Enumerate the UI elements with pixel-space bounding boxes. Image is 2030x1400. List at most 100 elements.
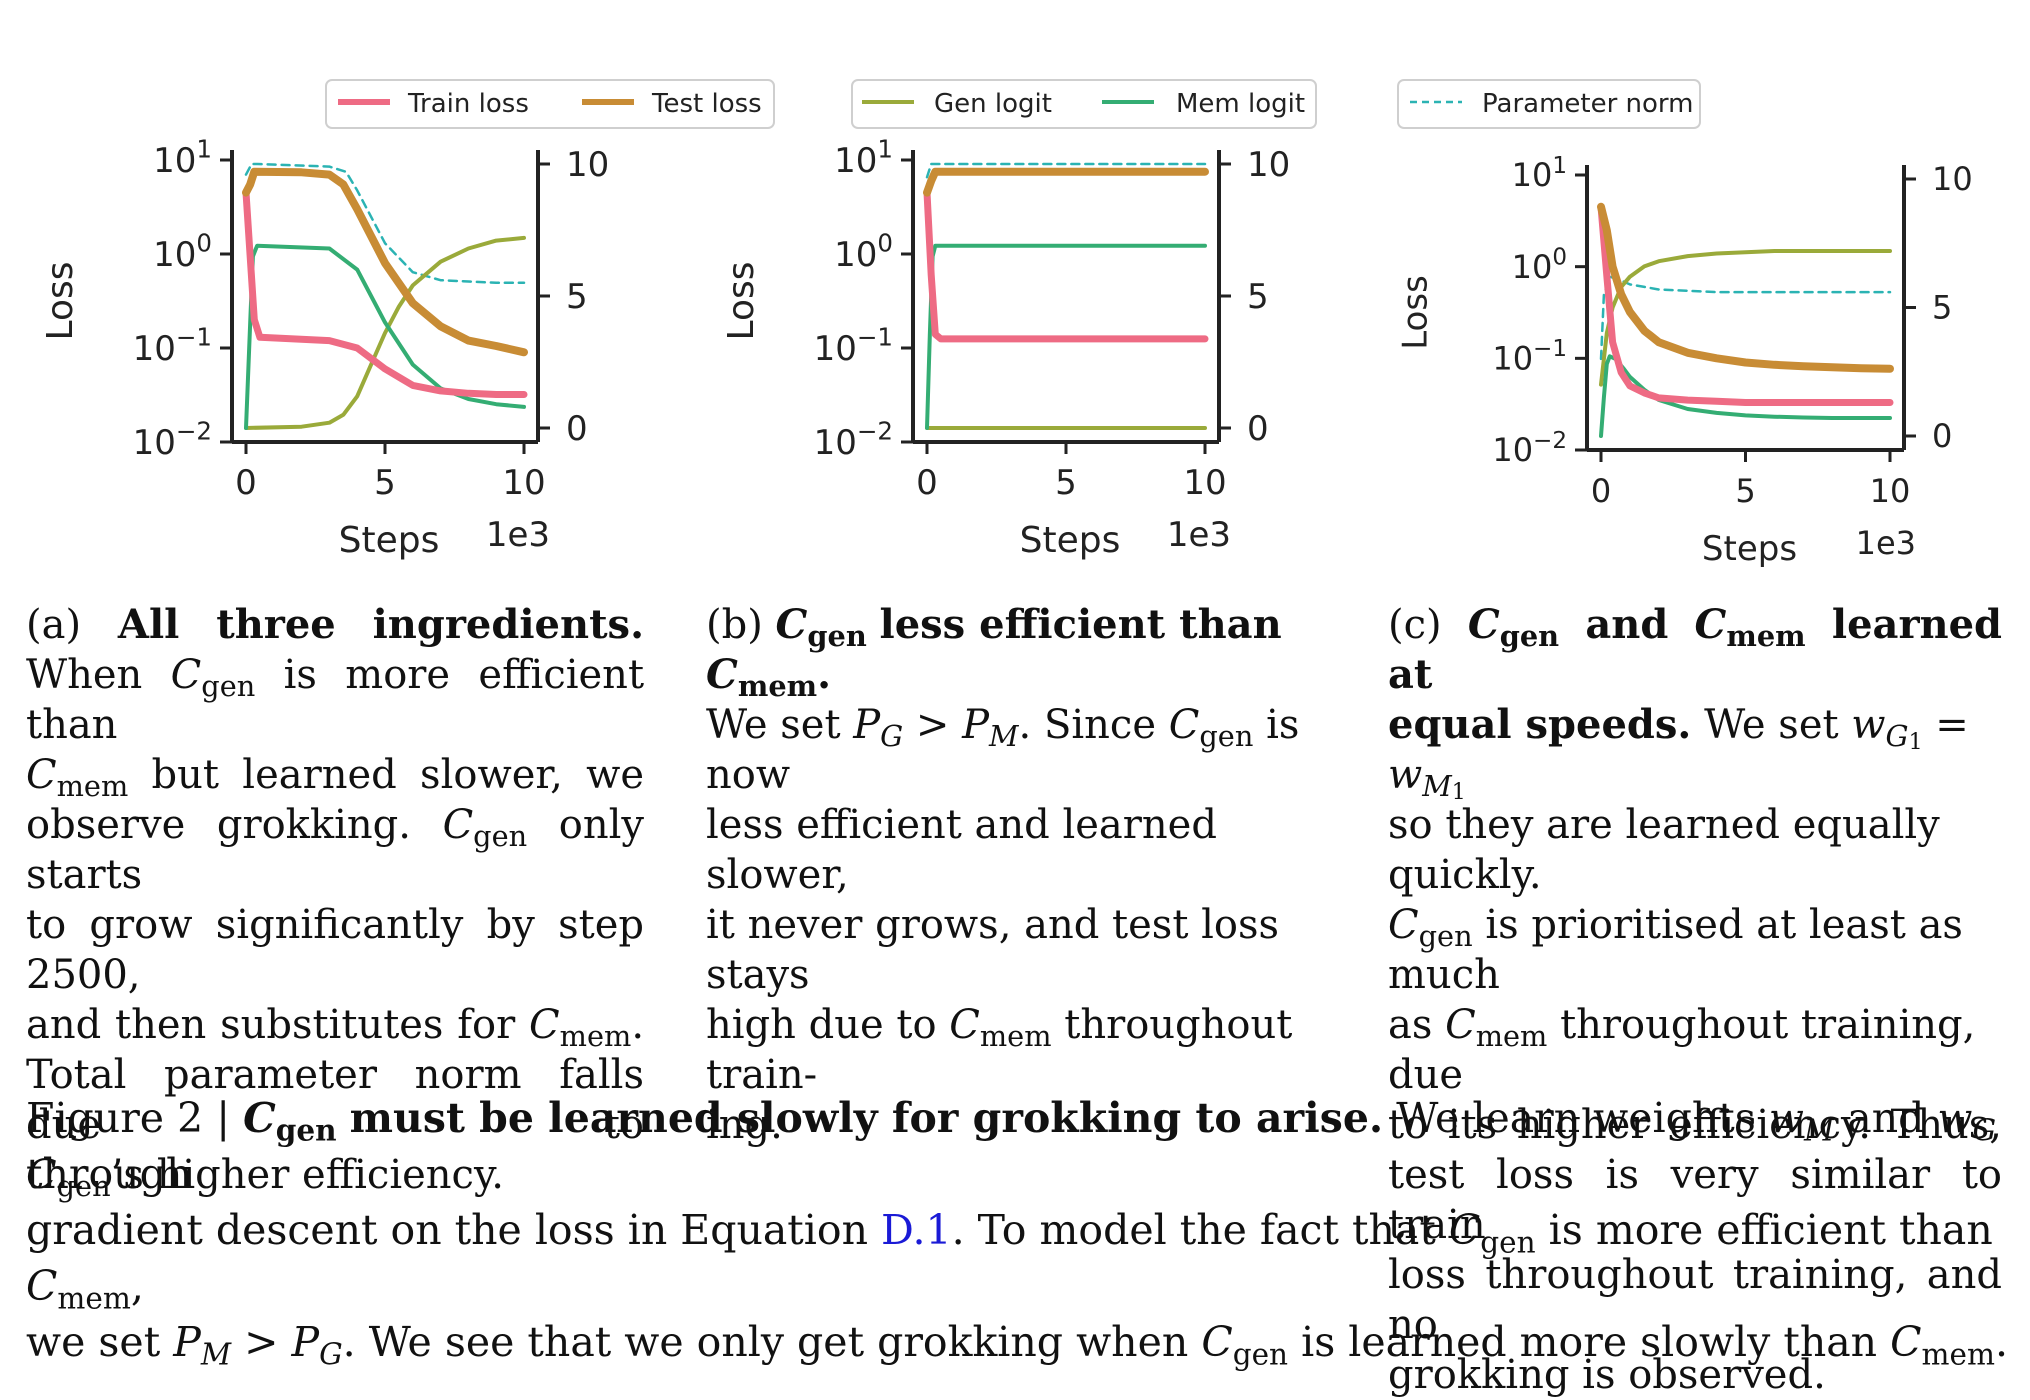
y-tick-label: 10−2 — [1492, 428, 1567, 469]
legend-a-box — [325, 79, 775, 129]
x-axis-label: Steps — [1020, 520, 1121, 561]
y-right-tick-label: 10 — [566, 145, 609, 185]
symbol-c: C — [1168, 702, 1200, 748]
symbol-c: C — [442, 802, 474, 848]
symbol-p: P — [173, 1318, 201, 1366]
figure-title: must be learned slowly for grokking to a… — [349, 1094, 1384, 1142]
subscript-gen: gen — [275, 1112, 337, 1148]
figure-caption: Figure 2 | Cgen must be learned slowly f… — [26, 1090, 2016, 1370]
x-tick-label: 5 — [1735, 472, 1755, 510]
caption-c-title: learned — [1831, 601, 2003, 648]
x-tick-label: 10 — [1870, 472, 1911, 510]
subscript-m: M — [1422, 769, 1452, 804]
caption-c-text: Thus, — [1890, 1102, 2003, 1148]
symbol-c: C — [243, 1094, 276, 1142]
punctuation: , — [130, 1262, 144, 1310]
symbol-c: C — [949, 1002, 980, 1048]
subscript-gen: gen — [1199, 719, 1254, 754]
symbol-p: P — [962, 702, 990, 748]
figure-text: We learn weights — [1396, 1094, 1756, 1142]
subscript-gen: gen — [56, 1169, 111, 1204]
y-right-tick-label: 10 — [1932, 160, 1973, 198]
caption-c-text: as — [1388, 1002, 1433, 1048]
caption-a-title-1: All — [117, 601, 180, 648]
x-axis-label: Steps — [339, 520, 440, 561]
caption-b-text: is now — [706, 702, 1300, 798]
operator: = — [1935, 702, 1969, 748]
y-right-tick-label: 5 — [566, 277, 588, 317]
series-test — [1597, 202, 1894, 373]
caption-a-text: ’s higher efficiency. — [110, 1152, 504, 1198]
caption-c-text: its — [1447, 1102, 1498, 1148]
x-tick-label: 5 — [374, 463, 396, 503]
legend-c: Parameter norm — [1397, 79, 1701, 129]
subscript-m: M — [200, 1337, 232, 1372]
x-tick-label: 0 — [916, 463, 938, 503]
y-right-tick-label: 5 — [1247, 277, 1269, 317]
y-tick-label: 10−1 — [1492, 336, 1567, 377]
caption-b-text: less efficient and learned slower, — [706, 802, 1217, 898]
caption-b-label: (b) — [706, 602, 763, 648]
caption-c-text: to — [1388, 1102, 1429, 1148]
symbol-w: w — [1768, 1094, 1804, 1142]
symbol-c: C — [1388, 902, 1419, 948]
symbol-p: P — [291, 1318, 320, 1366]
subscript-g: G — [1972, 1113, 1997, 1148]
caption-a: (a) All three ingredients. When Cgen is … — [26, 600, 644, 1200]
caption-a-text: learned — [242, 752, 397, 798]
y-tick-label: 10−1 — [814, 323, 893, 369]
series-norm — [1599, 275, 1892, 361]
punctuation: . — [817, 651, 832, 698]
caption-c-title: at — [1388, 651, 1433, 698]
operator: > — [915, 702, 950, 748]
figure-text: we set — [26, 1318, 161, 1366]
subscript-mem: mem — [1475, 1019, 1548, 1054]
figure-text: gradient descent on the loss in Equation — [26, 1206, 868, 1254]
symbol-c: C — [1448, 1206, 1481, 1254]
subscript-mem: mem — [57, 1281, 131, 1316]
equation-link[interactable]: D.1 — [881, 1206, 952, 1254]
caption-a-text: observe grokking. — [26, 802, 411, 848]
symbol-c: C — [26, 1152, 57, 1198]
subscript-mem: mem — [737, 669, 818, 704]
legend-b: Gen logit Mem logit — [851, 79, 1317, 129]
subscript-mem: mem — [1921, 1337, 1995, 1372]
y-tick-label: 101 — [834, 135, 893, 181]
caption-a-text: and — [26, 1002, 102, 1048]
caption-b-text: it never grows, and test loss stays — [706, 902, 1280, 998]
subscript-mem: mem — [979, 1019, 1052, 1054]
subscript-mem: mem — [559, 1019, 632, 1054]
caption-a-text: slower, — [420, 752, 563, 798]
subscript-m: M — [1803, 1113, 1835, 1148]
series-train — [242, 189, 528, 398]
symbol-c: C — [1890, 1318, 1922, 1366]
legend-gen-label: Gen logit — [934, 89, 1052, 119]
figure-text: through — [26, 1150, 193, 1198]
caption-a-text: we — [586, 752, 645, 798]
y-tick-label: 10−2 — [814, 417, 893, 463]
series-norm — [244, 162, 526, 285]
symbol-c: C — [1445, 1002, 1476, 1048]
y-right-tick-label: 0 — [1247, 409, 1269, 449]
x-scale-label: 1e3 — [1856, 524, 1916, 562]
y-right-tick-label: 0 — [566, 409, 588, 449]
symbol-p: P — [853, 702, 881, 748]
x-tick-label: 0 — [235, 463, 257, 503]
subscript-gen: gen — [807, 619, 867, 654]
caption-c-text: We set — [1704, 702, 1839, 748]
caption-a-text: but — [151, 752, 219, 798]
series-gen — [244, 235, 526, 430]
figure-text: and — [1847, 1094, 1925, 1142]
subscript-one: 1 — [1908, 730, 1923, 755]
figure-text: is more efficient than — [1548, 1206, 1993, 1254]
figure-text: . To model the fact that — [951, 1206, 1436, 1254]
series-train — [923, 189, 1209, 343]
y-tick-label: 100 — [153, 229, 212, 275]
figure-text: . We see that we only get grokking when — [342, 1318, 1189, 1366]
y-axis-label: Loss — [1396, 275, 1436, 350]
y-tick-label: 101 — [153, 135, 212, 181]
legend-a: Train loss Test loss — [325, 79, 775, 129]
